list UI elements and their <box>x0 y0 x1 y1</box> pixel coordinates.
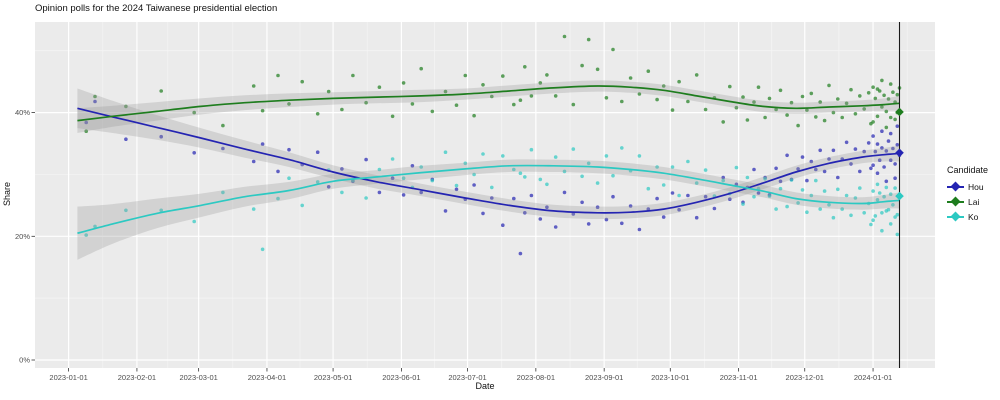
confidence-band-ko <box>77 159 900 260</box>
scatter-points <box>84 34 902 256</box>
trend-line-ko <box>77 164 900 235</box>
svg-text:2023-05-01: 2023-05-01 <box>314 373 352 382</box>
ko-key-icon <box>947 211 964 222</box>
svg-text:20%: 20% <box>15 232 30 241</box>
confidence-band-hou <box>77 88 900 220</box>
svg-text:2023-07-01: 2023-07-01 <box>448 373 486 382</box>
grid-minor <box>35 22 935 368</box>
plot-panel <box>35 22 935 368</box>
legend-item-hou: Hou <box>947 179 988 194</box>
legend-label-hou: Hou <box>968 181 984 192</box>
svg-text:0%: 0% <box>19 356 30 365</box>
grid-major <box>35 22 935 368</box>
svg-text:2023-11-01: 2023-11-01 <box>720 373 758 382</box>
hou-key-icon <box>947 181 964 192</box>
svg-text:2023-09-01: 2023-09-01 <box>585 373 623 382</box>
legend-label-ko: Ko <box>968 211 979 222</box>
legend-item-ko: Ko <box>947 209 988 224</box>
legend-item-lai: Lai <box>947 194 988 209</box>
lai-key-icon <box>947 196 964 207</box>
legend-title: Candidate <box>947 165 989 175</box>
result-marker-hou <box>895 148 904 158</box>
x-axis-title: Date <box>475 381 495 391</box>
svg-text:2023-04-01: 2023-04-01 <box>248 373 286 382</box>
svg-text:2023-08-01: 2023-08-01 <box>517 373 555 382</box>
svg-text:2023-01-01: 2023-01-01 <box>49 373 87 382</box>
svg-text:2023-10-01: 2023-10-01 <box>651 373 689 382</box>
trend-line-lai <box>77 85 900 122</box>
trend-line-hou <box>77 107 900 214</box>
result-marker-lai <box>895 107 904 117</box>
legend-label-lai: Lai <box>968 196 980 207</box>
svg-text:2023-02-01: 2023-02-01 <box>118 373 156 382</box>
result-marker-ko <box>895 191 904 201</box>
y-axis-title: Share <box>2 181 12 207</box>
svg-text:2024-01-01: 2024-01-01 <box>854 373 892 382</box>
svg-text:2023-06-01: 2023-06-01 <box>382 373 420 382</box>
chart-title: Opinion polls for the 2024 Taiwanese pre… <box>35 3 278 14</box>
confidence-band-lai <box>77 80 900 133</box>
axes: 2023-01-01 2023-02-01 2023-03-01 2023-04-01… <box>15 108 892 382</box>
svg-text:2023-03-01: 2023-03-01 <box>179 373 217 382</box>
svg-text:40%: 40% <box>15 108 30 117</box>
legend: Candidate Hou Lai Ko <box>947 165 988 224</box>
svg-text:2023-12-01: 2023-12-01 <box>786 373 824 382</box>
